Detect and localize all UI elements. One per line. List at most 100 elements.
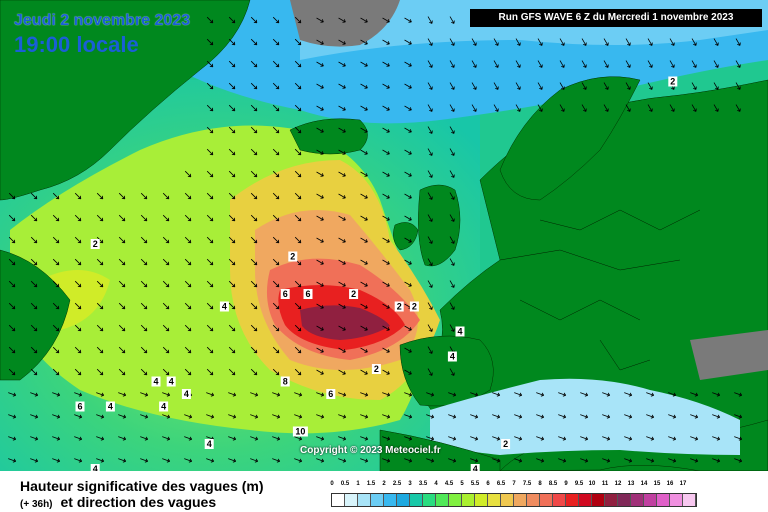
wave-arrow bbox=[118, 192, 126, 200]
wave-arrow bbox=[316, 237, 324, 243]
wave-arrow bbox=[382, 171, 390, 177]
contour-label: 6 bbox=[77, 402, 82, 412]
contour-label-bg bbox=[349, 289, 359, 299]
wave-arrow bbox=[228, 38, 236, 46]
color-scale-label: 0.5 bbox=[340, 481, 350, 487]
wave-arrow bbox=[272, 324, 280, 332]
wave-arrow bbox=[272, 16, 280, 24]
wave-arrow bbox=[96, 436, 105, 441]
wave-arrow bbox=[492, 392, 501, 397]
wave-arrow bbox=[96, 236, 104, 244]
wave-arrow bbox=[625, 82, 631, 90]
wave-arrow bbox=[294, 82, 302, 90]
wave-arrow bbox=[360, 325, 368, 331]
color-scale-box bbox=[397, 494, 410, 506]
contour-label-bg bbox=[90, 239, 100, 249]
wave-arrow bbox=[118, 236, 126, 244]
wave-arrow bbox=[316, 259, 324, 265]
wave-arrow bbox=[140, 324, 148, 332]
wave-arrow bbox=[294, 104, 302, 112]
color-scale-label: 8 bbox=[538, 481, 542, 487]
wave-arrow bbox=[250, 324, 258, 332]
wave-arrow bbox=[427, 236, 433, 244]
color-scale-label: 14 bbox=[640, 481, 648, 487]
wave-arrow bbox=[8, 258, 16, 266]
wave-arrow bbox=[184, 436, 193, 441]
wave-arrow bbox=[713, 38, 719, 46]
wave-arrow bbox=[140, 392, 149, 397]
wave-arrow bbox=[272, 414, 281, 419]
wave-arrow bbox=[228, 324, 236, 332]
wave-arrow bbox=[184, 170, 192, 178]
wave-arrow bbox=[559, 82, 565, 90]
wave-arrow bbox=[96, 280, 104, 288]
wave-arrow bbox=[30, 192, 38, 200]
wave-arrow bbox=[448, 414, 457, 419]
color-scale-box bbox=[657, 494, 670, 506]
color-scale-label: 1.5 bbox=[366, 481, 376, 487]
wave-arrow bbox=[228, 346, 236, 354]
parameter-subtitle-text: et direction des vagues bbox=[60, 494, 217, 510]
wave-arrow bbox=[316, 39, 324, 45]
wave-arrow bbox=[316, 149, 324, 155]
wave-arrow bbox=[404, 259, 412, 265]
wave-arrow bbox=[250, 392, 259, 397]
color-scale-label: 3 bbox=[408, 481, 412, 487]
wave-arrow bbox=[515, 82, 521, 90]
wave-arrow bbox=[74, 236, 82, 244]
wave-arrow bbox=[162, 236, 170, 244]
wave-arrow bbox=[338, 325, 346, 331]
wave-arrow bbox=[338, 281, 346, 287]
wave-arrow bbox=[52, 392, 61, 397]
wave-arrow bbox=[404, 149, 412, 155]
color-scale-label: 13 bbox=[627, 481, 635, 487]
wave-arrow bbox=[646, 458, 655, 463]
wave-arrow bbox=[338, 83, 346, 89]
wave-arrow bbox=[228, 104, 236, 112]
wave-arrow bbox=[8, 414, 17, 419]
wave-arrow bbox=[316, 281, 324, 287]
wave-arrow bbox=[316, 171, 324, 177]
parameter-title: Hauteur significative des vagues (m) bbox=[20, 478, 264, 494]
wave-arrow bbox=[250, 214, 258, 222]
wave-arrow bbox=[427, 170, 433, 178]
wave-arrow bbox=[360, 436, 369, 441]
wave-arrow bbox=[316, 127, 324, 133]
color-scale-label: 2 bbox=[382, 481, 386, 487]
wave-arrow bbox=[404, 215, 412, 221]
wave-arrow bbox=[30, 324, 38, 332]
color-scale-box bbox=[371, 494, 384, 506]
wave-arrow bbox=[140, 346, 148, 354]
land-scandinavia bbox=[499, 76, 641, 201]
wave-arrow bbox=[514, 458, 523, 463]
wave-arrow bbox=[427, 16, 433, 24]
wave-arrow bbox=[382, 303, 390, 309]
wave-arrow bbox=[184, 192, 192, 200]
contour-label: 2 bbox=[351, 289, 356, 299]
wave-arrow bbox=[537, 82, 543, 90]
contour-label: 4 bbox=[450, 352, 455, 362]
wave-arrow bbox=[536, 436, 545, 441]
contour-label: 2 bbox=[412, 302, 417, 312]
wave-arrow bbox=[449, 60, 455, 68]
wave-arrow bbox=[74, 368, 82, 376]
color-scale-label: 15 bbox=[653, 481, 661, 487]
wave-arrow bbox=[96, 392, 105, 397]
wave-arrow bbox=[537, 60, 543, 68]
contour-label-bg bbox=[303, 289, 313, 299]
wave-arrow bbox=[74, 192, 82, 200]
parameter-subtitle: (+ 36h) et direction des vagues bbox=[20, 494, 216, 510]
wave-arrow bbox=[559, 104, 565, 112]
wave-arrow bbox=[294, 126, 302, 134]
wave-arrow bbox=[294, 280, 302, 288]
contour-label: 4 bbox=[457, 327, 462, 337]
wave-arrow bbox=[294, 324, 302, 332]
wave-arrow bbox=[625, 60, 631, 68]
contour-label-bg bbox=[166, 376, 176, 387]
wave-arrow bbox=[580, 436, 589, 441]
wave-arrow bbox=[294, 192, 302, 200]
wave-arrow bbox=[624, 392, 633, 397]
wave-arrow bbox=[404, 105, 412, 111]
wave-arrow bbox=[74, 436, 83, 441]
